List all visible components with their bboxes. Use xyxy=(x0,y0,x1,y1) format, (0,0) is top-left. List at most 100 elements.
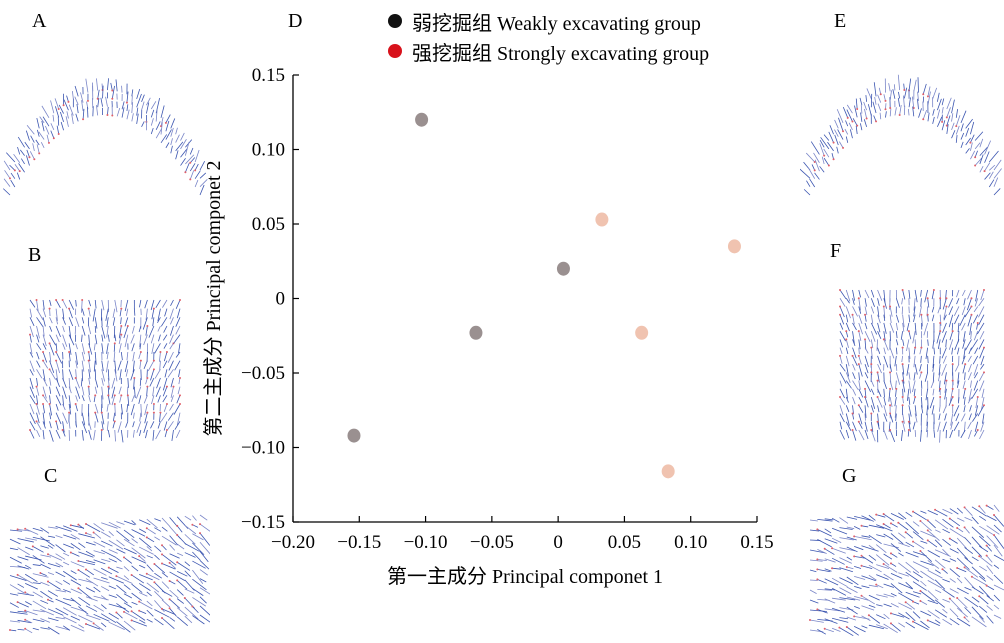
mesh-landmark xyxy=(35,385,38,388)
mesh-landmark xyxy=(963,526,966,529)
mesh-vector xyxy=(146,546,153,552)
data-point-strong xyxy=(595,212,609,227)
mesh-landmark xyxy=(87,385,90,388)
mesh-vector xyxy=(47,617,59,622)
mesh-landmark xyxy=(951,396,954,399)
legend-marker-weak xyxy=(388,14,402,28)
mesh-vector xyxy=(159,351,161,362)
mesh-vector xyxy=(199,184,205,196)
mesh-vector xyxy=(68,403,72,415)
mesh-vector xyxy=(993,514,1004,527)
mesh-vector xyxy=(845,289,851,302)
mesh-vector xyxy=(123,584,131,590)
mesh-vector xyxy=(861,625,868,629)
mesh-vector xyxy=(47,626,60,635)
mesh-vector xyxy=(839,396,846,405)
mesh-landmark xyxy=(919,590,922,592)
mesh-landmark xyxy=(926,619,929,622)
mesh-vector xyxy=(972,314,979,324)
mesh-vector xyxy=(75,351,78,365)
x-tick-label: −0.15 xyxy=(337,532,381,553)
mesh-vector xyxy=(78,578,94,584)
mesh-vector xyxy=(956,557,970,570)
mesh-vector xyxy=(81,100,84,111)
mesh-vector xyxy=(169,580,176,585)
mesh-vector xyxy=(836,146,839,154)
mesh-vector xyxy=(124,299,129,312)
mesh-vector xyxy=(808,167,816,179)
mesh-vector xyxy=(852,363,856,371)
mesh-vector xyxy=(68,351,71,362)
mesh-landmark xyxy=(165,385,168,388)
mesh-vector xyxy=(845,388,848,399)
mesh-landmark xyxy=(85,532,87,535)
mesh-vector xyxy=(889,322,895,333)
mesh-vector xyxy=(26,149,30,158)
mesh-vector xyxy=(124,334,129,348)
mesh-vector xyxy=(24,141,30,150)
mesh-landmark xyxy=(176,533,179,536)
mesh-vector xyxy=(78,596,91,606)
mesh-vector xyxy=(934,609,947,618)
mesh-vector xyxy=(877,388,882,397)
mesh-landmark xyxy=(81,299,84,301)
mesh-vector xyxy=(108,540,124,550)
mesh-vector xyxy=(165,142,170,149)
mesh-vector xyxy=(29,403,35,415)
mesh-vector xyxy=(81,325,86,336)
mesh-vector xyxy=(805,152,816,163)
mesh-landmark xyxy=(16,573,19,576)
mesh-vector xyxy=(82,108,85,120)
mesh-vector xyxy=(893,84,896,91)
mesh-vector xyxy=(29,421,36,431)
mesh-vector xyxy=(118,343,122,353)
mesh-vector xyxy=(883,553,893,560)
mesh-landmark xyxy=(845,566,848,568)
mesh-vector xyxy=(163,343,168,349)
mesh-vector xyxy=(155,121,161,131)
mesh-landmark xyxy=(956,597,959,599)
mesh-vector xyxy=(979,555,993,567)
mesh-vector xyxy=(956,537,968,549)
mesh-vector xyxy=(78,569,91,578)
mesh-vector xyxy=(846,516,858,520)
mesh-vector xyxy=(949,558,957,562)
mesh-vector xyxy=(65,116,69,127)
mesh-landmark xyxy=(146,411,149,414)
mesh-vector xyxy=(40,572,47,576)
mesh-vector xyxy=(914,429,917,437)
mesh-vector xyxy=(42,412,46,425)
mesh-vector xyxy=(81,421,88,434)
mesh-vector xyxy=(146,564,154,573)
mesh-vector xyxy=(81,386,85,396)
mesh-vector xyxy=(980,363,985,370)
mesh-vector xyxy=(161,581,170,589)
mesh-vector xyxy=(62,343,66,350)
mesh-vector xyxy=(932,355,935,369)
mesh-vector xyxy=(852,347,857,359)
mesh-landmark xyxy=(955,125,958,128)
mesh-landmark xyxy=(55,359,58,362)
mesh-vector xyxy=(970,339,979,351)
mesh-vector xyxy=(942,298,947,310)
mesh-vector xyxy=(970,380,972,388)
mesh-vector xyxy=(965,148,970,154)
mesh-vector xyxy=(831,537,842,544)
mesh-vector xyxy=(174,360,181,371)
mesh-vector xyxy=(107,369,110,381)
mesh-landmark xyxy=(115,575,118,578)
mesh-landmark xyxy=(816,568,819,571)
mesh-vector xyxy=(154,609,170,618)
mesh-vector xyxy=(943,372,947,385)
mesh-vector xyxy=(845,136,849,143)
mesh-vector xyxy=(875,544,887,553)
mesh-vector xyxy=(831,607,846,613)
mesh-vector xyxy=(824,518,834,521)
mesh-vector xyxy=(184,561,191,567)
mesh-vector xyxy=(123,557,133,564)
mesh-vector xyxy=(138,555,146,562)
mesh-vector xyxy=(136,107,139,116)
mesh-vector xyxy=(927,600,939,605)
mesh-vector xyxy=(106,403,109,412)
mesh-vector xyxy=(932,364,935,372)
